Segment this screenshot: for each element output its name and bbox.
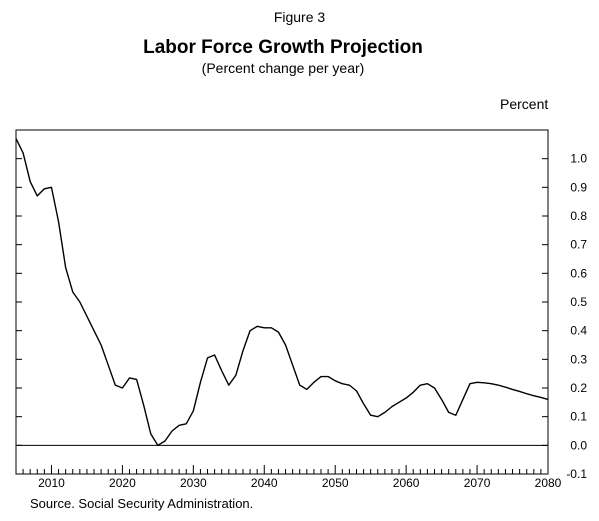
- y-tick-label: 0.6: [570, 266, 587, 280]
- y-tick-label: 0.7: [570, 238, 587, 252]
- y-tick-label: 0.4: [570, 324, 587, 338]
- y-tick-label: 0.2: [570, 381, 587, 395]
- y-axis-ticks: 1.0 0.9 0.8 0.7 0.6 0.5 0.4 0.3 0.2 0.1 0.0 -0.1: [16, 129, 587, 481]
- y-tick-label: 0.5: [570, 295, 587, 309]
- series-group: [15, 138, 549, 447]
- x-tick-label: 2050: [322, 476, 349, 490]
- x-tick-label: 2040: [251, 476, 278, 490]
- x-tick-label: 2020: [109, 476, 136, 490]
- y-tick-label: 0.3: [570, 352, 587, 366]
- y-tick-label: 0.1: [570, 410, 587, 424]
- series-line: [15, 138, 549, 447]
- y-tick-label: -0.1: [566, 467, 587, 481]
- y-axis-unit-label: Percent: [500, 96, 549, 112]
- x-tick-label: 2070: [464, 476, 491, 490]
- y-tick-label: 0.0: [570, 438, 587, 452]
- chart-title: Labor Force Growth Projection: [143, 37, 423, 58]
- y-tick-label: 1.0: [570, 152, 587, 166]
- x-tick-label: 2080: [535, 476, 562, 490]
- x-tick-label: 2060: [393, 476, 420, 490]
- figure-label: Figure 3: [273, 9, 326, 25]
- chart-subtitle: (Percent change per year): [201, 60, 365, 76]
- plot-frame: [15, 129, 549, 475]
- y-tick-label: 0.9: [570, 180, 587, 194]
- y-tick-label: 0.8: [570, 209, 587, 223]
- source-note: Source. Social Security Administration.: [30, 496, 254, 511]
- x-tick-label: 2030: [180, 476, 207, 490]
- x-tick-label: 2010: [38, 476, 65, 490]
- x-axis-ticks: 2010 2020 2030 2040 2050 2060 2070 2080: [15, 465, 562, 490]
